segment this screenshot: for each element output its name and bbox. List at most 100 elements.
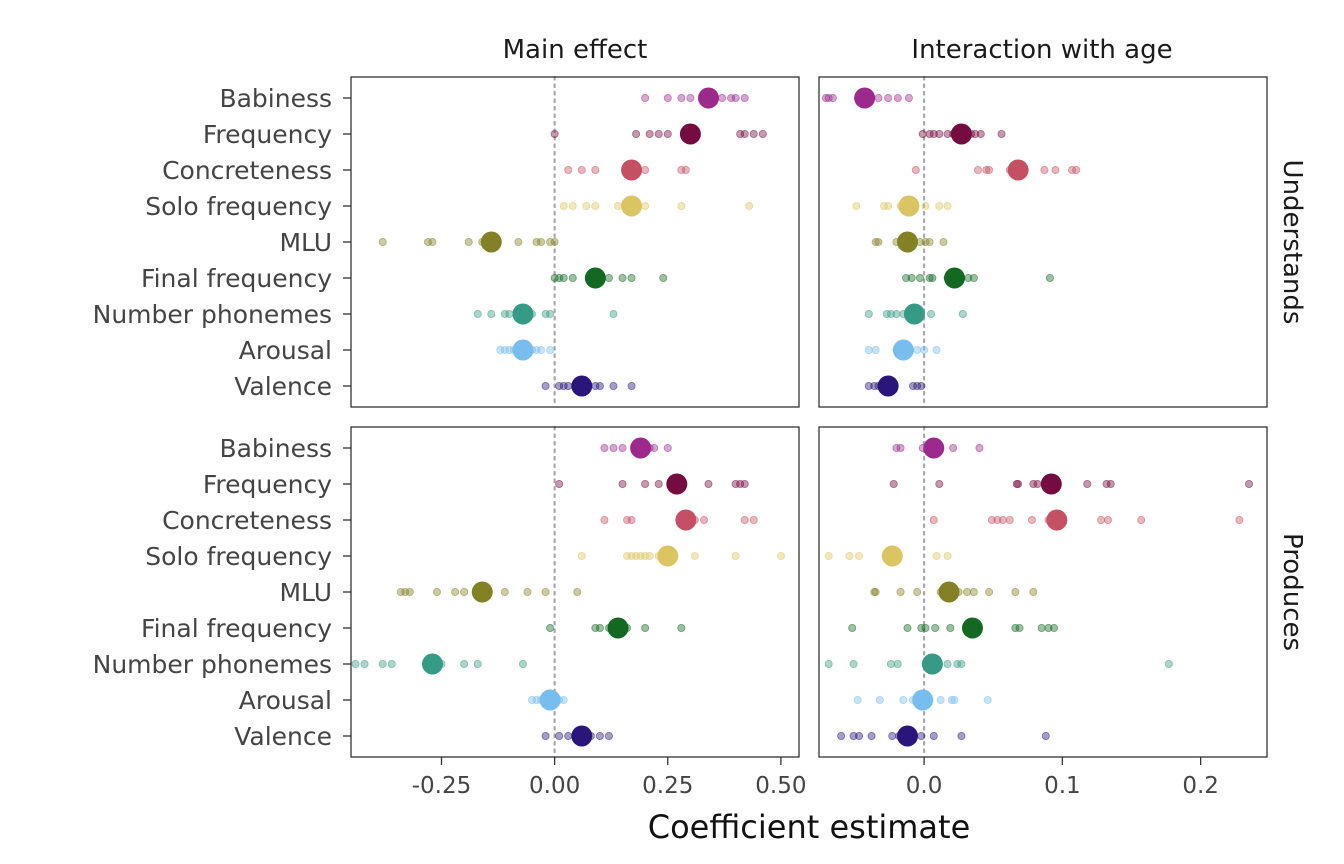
estimate-point-mlu bbox=[471, 581, 493, 603]
estimate-point-concreteness bbox=[1046, 509, 1068, 531]
language-point-mlu bbox=[541, 588, 550, 597]
language-point-valence bbox=[564, 381, 573, 390]
language-point-valence bbox=[957, 732, 966, 741]
language-point-frequency bbox=[632, 129, 641, 138]
y-tick-label-number-phonemes: Number phonemes bbox=[93, 300, 332, 329]
language-point-number-phonemes bbox=[546, 309, 555, 318]
language-point-mlu bbox=[925, 237, 934, 246]
language-point-arousal bbox=[950, 696, 959, 705]
language-point-final-frequency bbox=[931, 624, 940, 633]
language-point-mlu bbox=[1011, 588, 1020, 597]
row-label-produces: Produces bbox=[1277, 533, 1307, 651]
estimate-point-number-phonemes bbox=[421, 653, 443, 675]
estimate-point-valence bbox=[571, 725, 593, 747]
language-point-concreteness bbox=[699, 516, 708, 525]
language-point-concreteness bbox=[749, 516, 758, 525]
language-point-solo-frequency bbox=[921, 201, 930, 210]
language-point-mlu bbox=[432, 588, 441, 597]
estimate-point-valence bbox=[896, 725, 918, 747]
language-point-valence bbox=[564, 732, 573, 741]
language-point-final-frequency bbox=[677, 624, 686, 633]
estimate-point-babiness bbox=[697, 87, 719, 109]
language-point-number-phonemes bbox=[953, 660, 962, 669]
language-point-concreteness bbox=[982, 165, 991, 174]
language-point-mlu bbox=[428, 237, 437, 246]
language-point-babiness bbox=[904, 94, 913, 103]
language-point-frequency bbox=[1102, 479, 1111, 488]
language-point-frequency bbox=[736, 129, 745, 138]
language-point-final-frequency bbox=[1050, 624, 1059, 633]
language-point-final-frequency bbox=[568, 273, 577, 282]
y-tick-label-arousal: Arousal bbox=[239, 336, 332, 365]
language-point-solo-frequency bbox=[943, 552, 952, 561]
language-point-arousal bbox=[528, 696, 537, 705]
estimate-point-arousal bbox=[539, 689, 561, 711]
language-point-arousal bbox=[936, 696, 945, 705]
language-point-mlu bbox=[514, 237, 523, 246]
language-point-final-frequency bbox=[1011, 624, 1020, 633]
language-point-frequency bbox=[1245, 479, 1254, 488]
estimate-point-frequency bbox=[950, 123, 972, 145]
language-point-number-phonemes bbox=[387, 660, 396, 669]
y-tick-label-mlu: MLU bbox=[279, 228, 332, 257]
language-point-valence bbox=[913, 381, 922, 390]
language-point-mlu bbox=[985, 588, 994, 597]
language-point-valence bbox=[864, 381, 873, 390]
estimate-point-number-phonemes bbox=[512, 303, 534, 325]
language-point-arousal bbox=[899, 696, 908, 705]
language-point-concreteness bbox=[1137, 516, 1146, 525]
language-point-concreteness bbox=[911, 165, 920, 174]
language-point-frequency bbox=[555, 479, 564, 488]
language-point-concreteness bbox=[1027, 516, 1036, 525]
estimate-point-solo-frequency bbox=[657, 545, 679, 567]
language-point-mlu bbox=[532, 237, 541, 246]
language-point-concreteness bbox=[974, 165, 983, 174]
estimate-point-final-frequency bbox=[961, 617, 983, 639]
y-tick-label-babiness: Babiness bbox=[219, 84, 332, 113]
estimate-point-mlu bbox=[938, 581, 960, 603]
language-point-final-frequency bbox=[550, 273, 559, 282]
language-point-frequency bbox=[1014, 479, 1023, 488]
language-point-number-phonemes bbox=[927, 309, 936, 318]
language-point-solo-frequency bbox=[690, 552, 699, 561]
language-point-solo-frequency bbox=[568, 201, 577, 210]
language-point-babiness bbox=[686, 94, 695, 103]
language-point-babiness bbox=[740, 94, 749, 103]
language-point-number-phonemes bbox=[505, 309, 514, 318]
language-point-concreteness bbox=[985, 165, 994, 174]
language-point-babiness bbox=[663, 443, 672, 452]
language-point-valence bbox=[627, 381, 636, 390]
language-point-solo-frequency bbox=[613, 201, 622, 210]
x-tick-label: 0.1 bbox=[1044, 773, 1081, 799]
y-tick-label-babiness: Babiness bbox=[219, 434, 332, 463]
language-point-concreteness bbox=[627, 516, 636, 525]
language-point-babiness bbox=[641, 94, 650, 103]
language-point-frequency bbox=[704, 479, 713, 488]
language-point-number-phonemes bbox=[473, 660, 482, 669]
y-tick-label-final-frequency: Final frequency bbox=[141, 264, 332, 293]
language-point-number-phonemes bbox=[609, 309, 618, 318]
language-point-valence bbox=[595, 732, 604, 741]
language-point-final-frequency bbox=[595, 624, 604, 633]
language-point-solo-frequency bbox=[559, 201, 568, 210]
language-point-final-frequency bbox=[641, 624, 650, 633]
language-point-frequency bbox=[758, 129, 767, 138]
language-point-mlu bbox=[460, 588, 469, 597]
language-point-concreteness bbox=[681, 165, 690, 174]
language-point-arousal bbox=[871, 345, 880, 354]
estimate-point-solo-frequency bbox=[881, 545, 903, 567]
estimate-point-frequency bbox=[1040, 473, 1062, 495]
language-point-concreteness bbox=[1072, 165, 1081, 174]
language-point-solo-frequency bbox=[943, 201, 952, 210]
language-point-concreteness bbox=[1005, 516, 1014, 525]
language-point-arousal bbox=[559, 696, 568, 705]
language-point-frequency bbox=[618, 479, 627, 488]
estimate-point-mlu bbox=[896, 231, 918, 253]
panel-understands-interaction-with-age bbox=[818, 75, 1268, 409]
language-point-babiness bbox=[618, 443, 627, 452]
estimate-point-frequency bbox=[666, 473, 688, 495]
y-tick-label-number-phonemes: Number phonemes bbox=[93, 650, 332, 679]
language-point-number-phonemes bbox=[473, 309, 482, 318]
panels-layer: Babiness Frequency Concreteness Solo freque… bbox=[93, 75, 1268, 799]
language-point-valence bbox=[555, 732, 564, 741]
